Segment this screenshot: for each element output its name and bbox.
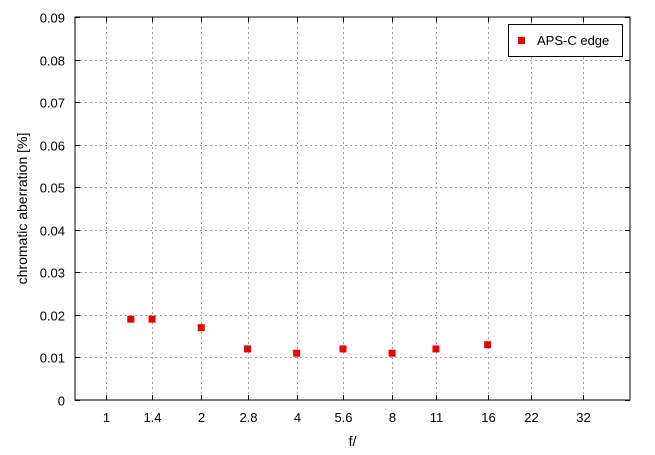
y-tick-label: 0.05	[40, 181, 65, 196]
y-tick-label: 0.08	[40, 54, 65, 69]
x-tick-label: 1	[103, 410, 110, 425]
legend-box	[508, 24, 623, 57]
x-tick-label: 4	[294, 410, 301, 425]
legend: APS-C edge	[508, 24, 623, 57]
x-tick-label: 22	[524, 410, 538, 425]
data-point	[339, 345, 347, 353]
data-point	[388, 349, 396, 357]
y-tick-label: 0.02	[40, 309, 65, 324]
x-tick-label: 2.8	[239, 410, 257, 425]
legend-marker	[518, 37, 525, 44]
y-tick-label: 0.09	[40, 11, 65, 26]
y-tick-label: 0.04	[40, 224, 65, 239]
x-tick-label: 11	[430, 410, 444, 425]
y-tick-labels: 0 0.01 0.02 0.03 0.04 0.05 0.06 0.07 0.08 0.09	[40, 11, 65, 409]
x-tick-label: 1.4	[143, 410, 161, 425]
x-tick-label: 16	[481, 410, 495, 425]
y-tick-label: 0.06	[40, 139, 65, 154]
y-tick-label: 0.01	[40, 351, 65, 366]
data-point	[244, 345, 252, 353]
data-point	[293, 349, 301, 357]
y-tick-label: 0	[58, 394, 65, 409]
plot-frame	[74, 16, 631, 401]
data-point	[432, 345, 440, 353]
legend-label: APS-C edge	[537, 33, 609, 48]
y-axis-title: chromatic aberration [%]	[14, 133, 30, 285]
y-tick-label: 0.07	[40, 96, 65, 111]
y-tick-label: 0.03	[40, 266, 65, 281]
grid	[75, 17, 630, 400]
x-tick-label: 2	[198, 410, 205, 425]
data-point	[484, 341, 492, 349]
data-points	[127, 315, 492, 357]
data-point	[127, 315, 135, 323]
data-point	[148, 315, 156, 323]
axis-ticks	[75, 17, 630, 401]
x-tick-label: 5.6	[334, 410, 352, 425]
x-tick-label: 32	[576, 410, 590, 425]
x-tick-label: 8	[389, 410, 396, 425]
x-axis-title: f/	[349, 433, 357, 449]
data-point	[197, 324, 205, 332]
x-tick-labels: 1 1.4 2 2.8 4 5.6 8 11 16 22 32	[103, 410, 591, 425]
